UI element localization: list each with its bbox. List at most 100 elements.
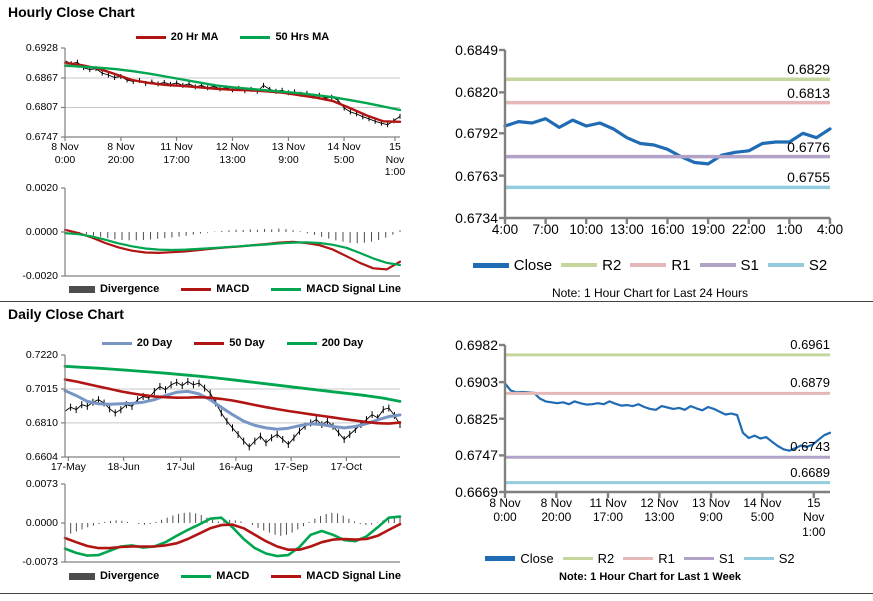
legend-swatch-20-day <box>101 341 132 345</box>
hourly-pivot-chart: 0.6829 0.6813 0.6776 0.6755 0.6849 0.6820 0.67… <box>455 42 843 237</box>
x-tick-label: 13:00 <box>609 222 644 237</box>
legend-swatch-close <box>472 262 509 268</box>
y-tick-label: 0.6747 <box>455 447 498 464</box>
level-label-r2: 0.6829 <box>787 61 830 78</box>
x-tick-label: 18-Jun <box>107 461 140 473</box>
legend-label: 20 Day <box>136 337 173 349</box>
daily_price-plot <box>61 354 402 461</box>
x-tick-label: 14 Nov 5:00 <box>743 496 782 525</box>
hourly-macd-legend: Divergence MACD MACD Signal Line <box>65 281 405 297</box>
daily-section-title: Daily Close Chart <box>8 306 124 322</box>
series-20-day-line <box>63 389 402 431</box>
y-tick-label: -0.0073 <box>22 556 58 568</box>
x-tick-label: 17-Jul <box>166 461 195 473</box>
legend-label: R1 <box>658 550 675 566</box>
y-tick-label: 0.6810 <box>25 416 58 429</box>
legend-item-r1: R1 <box>623 551 675 566</box>
legend-item-s1: S1 <box>683 550 735 566</box>
legend-swatch-50-hrs-ma <box>240 35 271 39</box>
x-tick-label: 4:00 <box>816 222 844 237</box>
legend-swatch-macd <box>181 287 212 291</box>
legend-item-macd-signal-line: MACD Signal Line <box>271 570 401 582</box>
legend-item-20-hr-ma: 20 Hr MA <box>135 31 218 43</box>
x-tick-label: 16:00 <box>650 222 685 237</box>
legend-swatch-divergence <box>68 285 95 293</box>
weekly-pivot-note: Note: 1 Hour Chart for Last 1 Week <box>559 571 741 583</box>
hourly-close-chart: 0.6928 0.6867 0.6807 0.6747 8 Nov 0:00 8 Nov … <box>26 42 405 178</box>
daily-price-legend: 20 Day 50 Day 200 Day <box>65 335 400 351</box>
x-tick-label: 14 Nov 5:00 <box>327 141 361 166</box>
series-close-line <box>64 60 401 126</box>
series-macd-line <box>63 515 402 558</box>
y-tick-label: 0.6849 <box>455 42 498 58</box>
x-tick-label: 11 Nov 17:00 <box>160 141 193 166</box>
y-tick-label: 0.6867 <box>25 71 58 84</box>
level-label-s1: 0.6743 <box>790 439 830 455</box>
hourly-section-title: Hourly Close Chart <box>8 4 135 20</box>
series-close-line <box>503 117 832 166</box>
y-tick-label: 0.7220 <box>25 349 58 361</box>
bottom-divider <box>0 593 873 594</box>
x-tick-label: 10:00 <box>569 222 604 237</box>
legend-label: MACD Signal Line <box>306 283 402 295</box>
legend-label: S1 <box>718 550 735 566</box>
y-tick-label: 0.6807 <box>25 101 58 114</box>
x-tick-label: 19:00 <box>691 222 726 237</box>
legend-item-macd: MACD <box>181 570 249 582</box>
x-tick-label: 22:00 <box>731 222 766 237</box>
daily-macd-legend: Divergence MACD MACD Signal Line <box>65 568 405 584</box>
legend-item-200-day: 200 Day <box>286 337 363 349</box>
legend-label: MACD <box>216 283 250 295</box>
y-tick-label: 0.6669 <box>455 484 498 500</box>
y-tick-label: 0.6820 <box>455 84 498 101</box>
level-label-s2: 0.6689 <box>790 464 830 480</box>
y-tick-label: 0.6903 <box>455 374 498 391</box>
x-tick-label: 11 Nov 17:00 <box>589 496 627 525</box>
legend-swatch-20-hr-ma <box>135 35 166 39</box>
series-50-hrs-ma-line <box>63 64 402 112</box>
hourly_macd-plot <box>61 187 402 277</box>
legend-label: S2 <box>808 256 828 274</box>
hourly-price-legend: 20 Hr MA 50 Hrs MA <box>65 29 400 45</box>
x-tick-label: 8 Nov 20:00 <box>107 141 135 166</box>
level-label-s2: 0.6755 <box>787 169 830 186</box>
legend-swatch-r2 <box>561 263 598 267</box>
legend-label: 50 Hrs MA <box>275 31 330 43</box>
x-tick-label: 13 Nov 9:00 <box>692 496 731 525</box>
legend-label: Close <box>513 256 553 274</box>
legend-swatch-r2 <box>562 556 593 560</box>
weekly-pivot-chart: 0.6961 0.6879 0.6743 0.6689 0.6982 0.6903 0.68… <box>455 337 832 539</box>
legend-item-close: Close <box>472 256 553 274</box>
x-tick-label: 8 Nov 20:00 <box>540 496 573 525</box>
hourly-pivot-note: Note: 1 Hour Chart for Last 24 Hours <box>551 286 749 300</box>
legend-swatch-macd-signal-line <box>271 574 302 578</box>
legend-label: S2 <box>778 550 795 566</box>
weekly_detail-plot <box>499 343 832 498</box>
x-tick-label: 17-Oct <box>330 461 363 473</box>
x-tick-label: 13 Nov 9:00 <box>271 141 306 166</box>
series-200-day-line <box>63 364 402 403</box>
legend-item-r2: R2 <box>562 551 614 566</box>
hourly_detail-plot <box>499 48 832 224</box>
y-tick-label: 0.0020 <box>25 182 58 194</box>
legend-item-r1: R1 <box>630 256 691 274</box>
legend-label: R1 <box>671 256 691 274</box>
x-tick-label: 17-Sep <box>274 461 309 473</box>
weekly-pivot-legend: Close R2 R1 S1 S2 <box>435 550 845 566</box>
x-tick-label: 4:00 <box>491 222 519 237</box>
series-macd-signal-line-line <box>63 231 402 267</box>
legend-item-macd-signal-line: MACD Signal Line <box>271 283 401 295</box>
legend-label: MACD <box>216 570 250 582</box>
hourly-macd-chart: 0.0020 0.0000 -0.0020 <box>22 182 402 282</box>
level-label-r1: 0.6879 <box>790 375 830 391</box>
legend-label: S1 <box>740 256 759 274</box>
daily_macd-plot <box>61 483 402 563</box>
level-label-r2: 0.6961 <box>790 336 830 352</box>
legend-item-s2: S2 <box>743 550 795 566</box>
x-tick-label: 8 Nov 0:00 <box>489 496 521 525</box>
series-close-line <box>503 382 832 452</box>
legend-label: MACD Signal Line <box>306 570 402 582</box>
legend-swatch-r1 <box>623 556 654 560</box>
legend-item-close: Close <box>485 551 554 566</box>
